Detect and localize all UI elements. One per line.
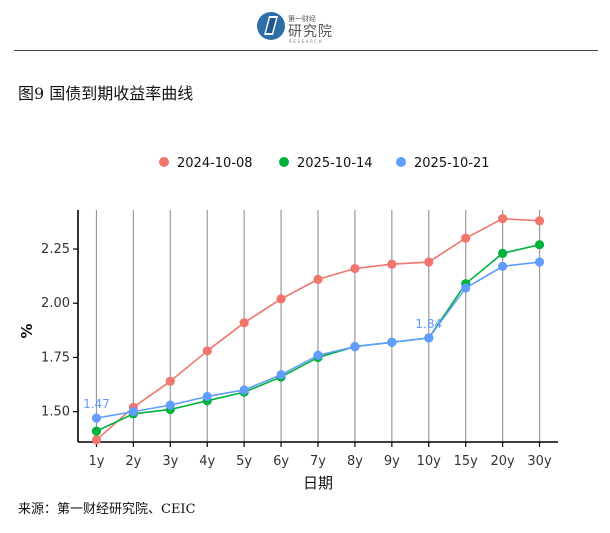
- data-point-2025-10-21: [534, 257, 545, 267]
- data-point-2025-10-21: [387, 337, 397, 347]
- x-tick-label: 15y: [454, 454, 479, 469]
- x-tick-label: 5y: [236, 454, 252, 469]
- x-tick-label: 2y: [125, 454, 141, 469]
- legend-label: 2024-10-08: [177, 156, 253, 171]
- data-point-2024-10-08: [350, 263, 360, 274]
- x-tick-label: 30y: [527, 454, 552, 469]
- data-point-2025-10-21: [350, 341, 360, 352]
- x-tick-label: 8y: [347, 454, 363, 469]
- data-point-2025-10-21: [91, 413, 102, 423]
- source-note: 来源：第一财经研究院、CEIC: [18, 502, 196, 517]
- data-point-2024-10-08: [534, 216, 545, 226]
- data-point-2024-10-08: [239, 318, 249, 328]
- legend-marker-2025-10-14: [279, 157, 289, 167]
- data-point-2025-10-21: [461, 283, 471, 293]
- data-point-2025-10-21: [239, 385, 249, 395]
- data-point-2024-10-08: [424, 257, 434, 267]
- legend-label: 2025-10-21: [414, 156, 490, 171]
- data-point-2024-10-08: [387, 259, 397, 269]
- y-tick-label: 1.75: [41, 350, 70, 365]
- x-tick-label: 20y: [490, 454, 515, 469]
- x-tick-label: 4y: [199, 454, 215, 469]
- data-label: 1.47: [83, 397, 110, 411]
- data-point-2025-10-14: [534, 240, 545, 250]
- y-tick-label: 2.25: [41, 242, 70, 257]
- legend-marker-2025-10-21: [396, 157, 406, 167]
- logo-top-text: 第一财经: [288, 15, 316, 23]
- data-point-2025-10-21: [498, 261, 508, 271]
- data-point-2025-10-21: [424, 333, 434, 343]
- data-point-2024-10-08: [498, 214, 508, 224]
- y-axis-title: %: [18, 323, 36, 338]
- x-tick-label: 7y: [310, 454, 326, 469]
- data-point-2024-10-08: [276, 294, 286, 304]
- x-tick-label: 1y: [88, 454, 104, 469]
- y-tick-label: 2.00: [41, 296, 70, 311]
- logo-sub-text: RESEARCH: [289, 39, 324, 44]
- logo: 第一财经 研究院 RESEARCH: [256, 6, 356, 46]
- legend: 2024-10-08 2025-10-14 2025-10-21: [159, 156, 490, 171]
- legend-marker-2024-10-08: [159, 157, 169, 167]
- y-tick-label: 1.50: [41, 405, 70, 420]
- data-point-2025-10-21: [128, 407, 138, 417]
- data-point-2024-10-08: [313, 274, 323, 284]
- x-tick-label: 9y: [384, 454, 400, 469]
- data-point-2024-10-08: [461, 233, 471, 243]
- x-tick-label: 3y: [162, 454, 178, 469]
- data-point-2025-10-21: [165, 400, 175, 410]
- data-point-2024-10-08: [202, 346, 212, 356]
- data-point-2024-10-08: [91, 435, 102, 445]
- figure-title: 图9 国债到期收益率曲线: [18, 84, 194, 103]
- logo-main-text: 研究院: [288, 24, 333, 40]
- data-point-2025-10-14: [498, 248, 508, 258]
- data-label: 1.84: [415, 317, 442, 331]
- data-point-2025-10-14: [91, 426, 102, 436]
- legend-label: 2025-10-14: [297, 156, 373, 171]
- data-point-2025-10-21: [202, 391, 212, 402]
- x-tick-label: 6y: [273, 454, 289, 469]
- book-logo-icon: [257, 12, 285, 40]
- x-axis-title: 日期: [303, 474, 333, 492]
- header-divider: [14, 50, 598, 51]
- x-tick-label: 10y: [417, 454, 442, 469]
- data-point-2025-10-21: [313, 350, 323, 360]
- data-point-2024-10-08: [165, 376, 175, 386]
- data-point-2025-10-21: [276, 370, 286, 380]
